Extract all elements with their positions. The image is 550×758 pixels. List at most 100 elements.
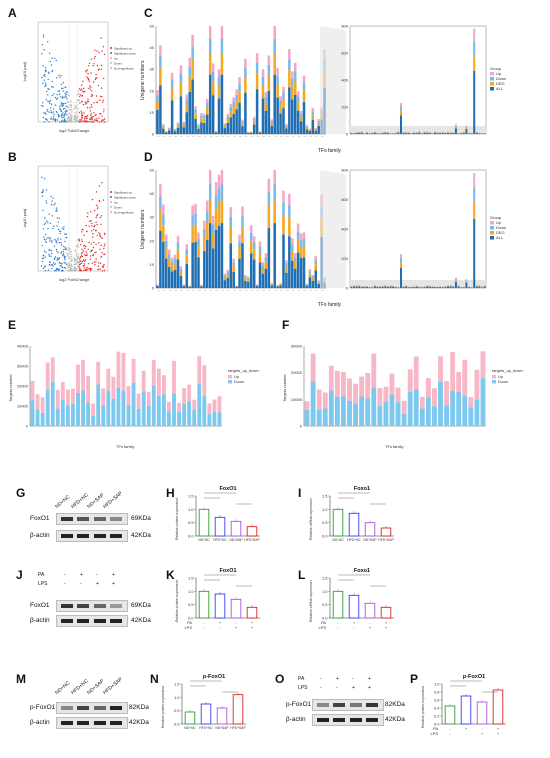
tf-bar-segment — [244, 58, 247, 68]
volcano-point — [45, 67, 47, 69]
tf-bar-segment — [185, 244, 189, 250]
tick-label: — — [298, 289, 301, 292]
tf-bar-segment — [162, 124, 165, 126]
tf-bar-segment — [317, 122, 320, 126]
tf-bar-segment — [462, 287, 465, 288]
volcano-point — [43, 79, 45, 81]
panel-label-f: F — [282, 318, 290, 332]
volcano-point — [57, 90, 59, 92]
tf-bar-segment — [194, 224, 197, 242]
tf-bar-segment — [203, 250, 206, 288]
tf-bar-segment — [185, 112, 189, 134]
legend-label: DEG — [496, 230, 505, 235]
target-bar-down — [172, 393, 176, 426]
tf-bar-segment — [194, 113, 197, 119]
volcano-point — [88, 267, 91, 270]
target-bar-down — [131, 382, 136, 426]
tick-label: — — [210, 135, 213, 138]
volcano-point — [52, 262, 55, 264]
tf-bar-segment — [167, 128, 171, 130]
volcano-point — [91, 236, 94, 238]
target-bar-down — [444, 405, 449, 426]
volcano-point — [46, 119, 48, 121]
tf-bar-segment — [291, 250, 294, 261]
volcano-point — [50, 249, 52, 252]
volcano-point — [99, 216, 102, 219]
volcano-point — [98, 199, 100, 202]
legend-swatch — [490, 87, 494, 91]
target-bar-up — [371, 353, 377, 388]
volcano-point — [101, 182, 103, 184]
volcano-point — [70, 104, 73, 106]
tf-bar-segment — [182, 286, 186, 288]
volcano-point — [44, 270, 47, 272]
volcano-point — [89, 118, 91, 121]
volcano-point — [91, 121, 93, 123]
sign: + — [112, 572, 115, 578]
legend-label: Non-significant — [114, 67, 134, 71]
tf-bar-segment — [405, 132, 408, 134]
volcano-point — [56, 225, 58, 227]
tf-bar-segment — [279, 283, 282, 284]
volcano-point — [59, 76, 61, 78]
volcano-point — [76, 258, 79, 260]
tick-label: — — [292, 289, 295, 292]
volcano-point — [50, 112, 53, 114]
volcano-point — [51, 239, 53, 242]
tf-bar-segment — [305, 284, 309, 286]
volcano-point — [99, 234, 101, 237]
target-bar-up — [167, 401, 171, 412]
tf-bar-segment — [399, 262, 403, 268]
tick-label: — — [245, 289, 248, 292]
volcano-point — [89, 267, 92, 270]
volcano-point — [83, 87, 85, 90]
tf-bar-segment — [483, 133, 486, 134]
volcano-point — [85, 251, 87, 253]
volcano-point — [54, 120, 57, 122]
legend-swatch — [490, 231, 494, 235]
tf-bar-segment — [302, 257, 306, 288]
volcano-point — [66, 109, 68, 112]
volcano-point — [62, 103, 65, 105]
tf-bar-segment — [191, 205, 194, 216]
tf-bar-segment — [173, 263, 177, 270]
tf-bar-segment — [197, 239, 200, 247]
treatment-sign: - — [481, 726, 483, 731]
volcano-point — [101, 270, 104, 272]
volcano-point — [56, 111, 58, 113]
target-bar-down — [395, 402, 401, 426]
tf-bar-segment — [182, 121, 186, 124]
tf-bar-segment — [179, 268, 183, 272]
blot-m: ND+NC HFD+NC ND+SAP HFD+SAP p-FoxO1 β-ac… — [28, 672, 153, 732]
blot-row-label: p-FoxO1 — [286, 701, 312, 708]
volcano-point — [56, 217, 59, 219]
tf-bar-segment — [229, 243, 233, 288]
target-bar-up — [450, 352, 456, 391]
target-bar-up — [106, 368, 111, 391]
x-tick-label: ND+NC — [198, 538, 210, 542]
volcano-point — [52, 227, 54, 230]
panel-label-g: G — [16, 486, 26, 500]
tf-bar-segment — [276, 75, 279, 85]
volcano-point — [93, 112, 95, 114]
tf-bar-segment — [208, 199, 212, 224]
tf-bar-segment — [223, 125, 227, 129]
bar — [444, 705, 456, 725]
tf-bar-segment — [291, 87, 294, 100]
volcano-point — [61, 266, 64, 269]
volcano-point — [57, 258, 59, 261]
volcano-point — [51, 86, 53, 88]
tf-bar-segment — [368, 133, 371, 134]
volcano-point — [90, 220, 92, 222]
inset-highlight — [350, 280, 486, 288]
tf-bar-segment — [311, 108, 315, 112]
treatment-sign: + — [251, 620, 254, 625]
volcano-point — [55, 207, 58, 209]
volcano-point — [46, 220, 48, 222]
volcano-point — [94, 114, 96, 117]
volcano-point — [101, 252, 103, 254]
tf-bar-segment — [235, 89, 238, 95]
volcano-point — [93, 57, 96, 60]
volcano-point — [95, 73, 97, 76]
